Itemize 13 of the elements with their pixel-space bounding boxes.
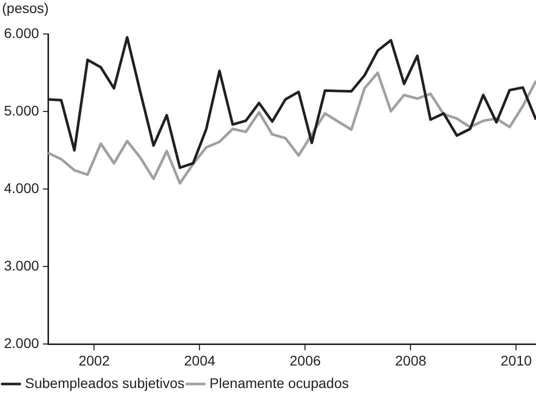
legend-label: Plenamente ocupados [210, 374, 349, 391]
y-tick-label: 5.000 [4, 102, 40, 118]
y-axis-title: (pesos) [2, 0, 49, 16]
x-tick-label: 2004 [184, 352, 216, 368]
x-tick-label: 2006 [290, 352, 321, 368]
y-tick-label: 3.000 [4, 258, 40, 274]
legend-label: Subempleados subjetivos [25, 374, 185, 391]
y-tick-label: 2.000 [4, 335, 40, 352]
y-tick-label: 4.000 [4, 180, 40, 196]
y-tick-label: 6.000 [4, 24, 40, 41]
x-tick-label: 2010 [500, 352, 532, 368]
x-tick-label: 2002 [78, 352, 110, 368]
x-tick-label: 2008 [395, 352, 426, 368]
